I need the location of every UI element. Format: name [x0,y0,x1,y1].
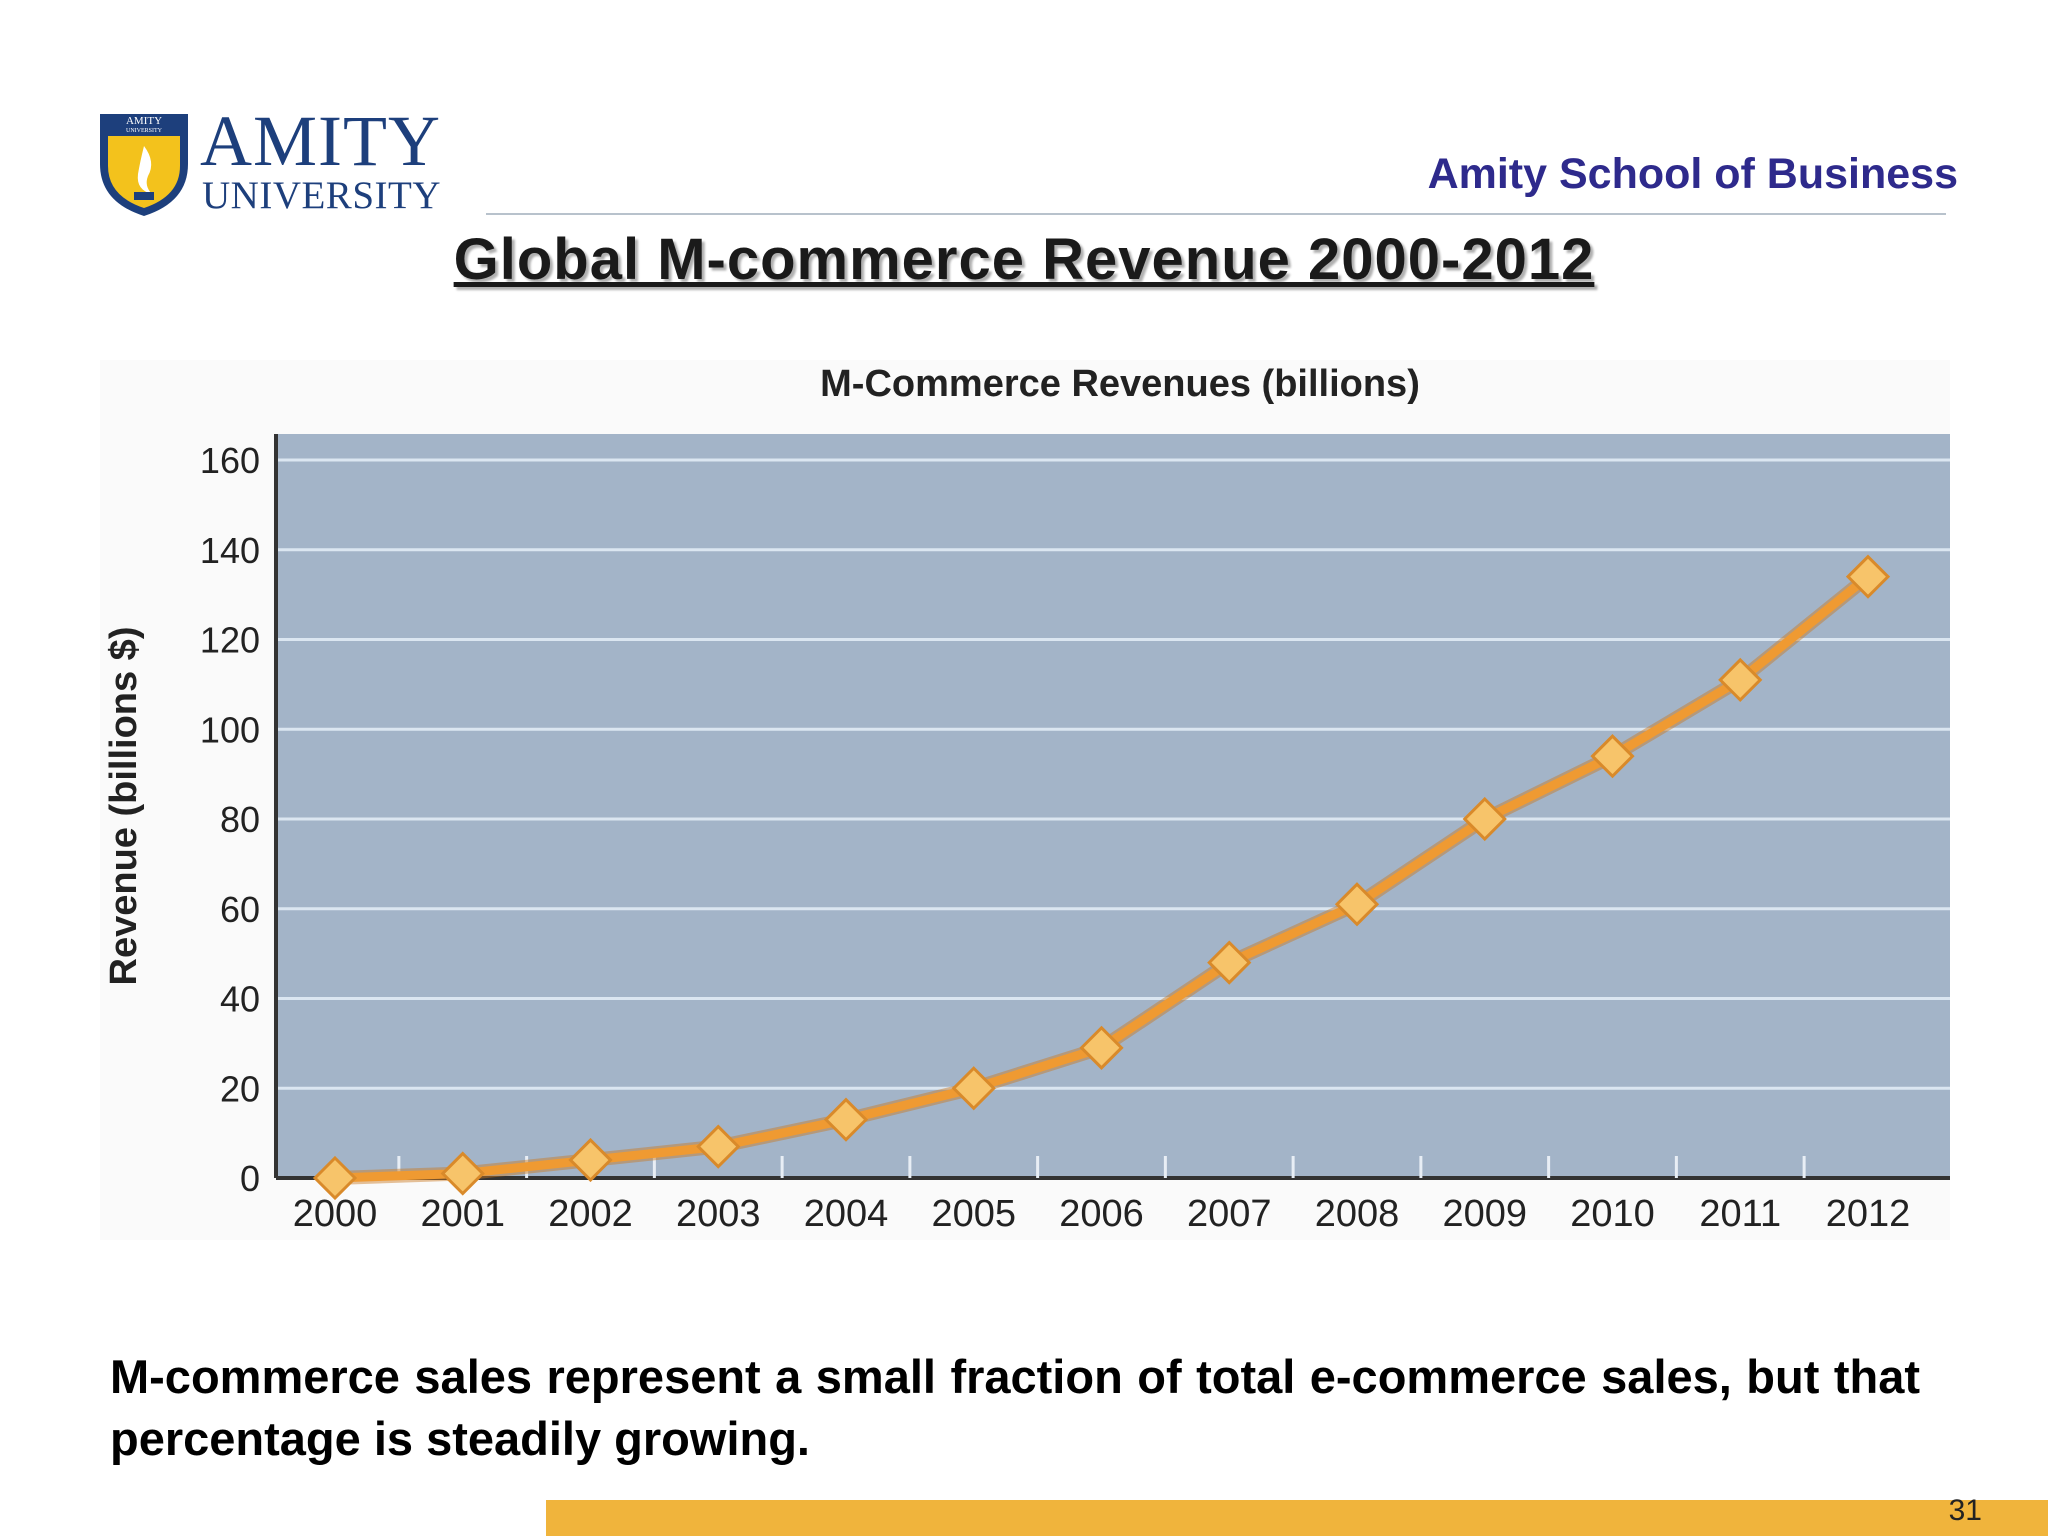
logo-subtitle: UNIVERSITY [202,174,441,217]
x-tick-label: 2001 [420,1193,505,1235]
y-axis-label: Revenue (billions $) [103,627,145,986]
chart-title: M-Commerce Revenues (billions) [820,363,1420,405]
page-number: 31 [1948,1494,1982,1527]
amity-logo: AMITY UNIVERSITY AMITY UNIVERSITY [96,102,446,218]
shield-text: AMITY [126,115,162,127]
y-tick-label: 0 [240,1158,260,1199]
data-point [823,1097,869,1142]
x-tick-label: 2012 [1826,1193,1911,1235]
slide-note: M-commerce sales represent a small fract… [110,1350,1920,1465]
x-tick-label: 2008 [1315,1193,1400,1235]
x-tick-label: 2005 [931,1193,1016,1235]
plot-area [276,434,1950,1178]
footer-accent-bar [546,1500,2048,1536]
x-tick-label: 2011 [1699,1193,1781,1235]
y-tick-label: 160 [200,440,260,481]
x-tick-label: 2003 [676,1193,761,1235]
x-tick-label: 2006 [1059,1193,1144,1235]
y-tick-label: 100 [200,709,260,750]
data-point [1079,1025,1124,1070]
data-point [1845,554,1891,599]
y-tick-label: 60 [220,889,260,930]
data-point [1590,734,1635,779]
y-tick-label: 20 [220,1068,260,1109]
data-point [568,1137,613,1183]
data-point [1207,940,1252,985]
data-point [440,1151,485,1196]
x-tick-label: 2004 [804,1193,889,1235]
y-tick-label: 140 [200,530,260,571]
revenue-line-chart: M-Commerce Revenues (billions) 0 20 40 60 80 1… [100,360,1950,1240]
slide-title: Global M-commerce Revenue 2000-2012 [453,227,1595,292]
data-point [1462,796,1507,842]
logo-wordmark: AMITY [200,101,441,181]
shield-icon: AMITY UNIVERSITY [100,114,188,216]
data-point [951,1066,996,1111]
data-point [1718,657,1763,703]
x-tick-label: 2002 [548,1193,633,1235]
header-divider [486,213,1946,215]
x-tick-label: 2007 [1187,1193,1272,1235]
y-tick-label: 120 [200,620,260,661]
x-tick-label: 2009 [1442,1193,1527,1235]
school-name: Amity School of Business [1427,150,1958,198]
data-point [1334,882,1380,927]
data-point [312,1155,358,1201]
y-tick-label: 40 [220,979,260,1020]
shield-subtext: UNIVERSITY [126,128,163,134]
x-tick-label: 2010 [1570,1193,1655,1235]
y-tick-label: 80 [220,799,260,840]
data-point [696,1124,741,1169]
